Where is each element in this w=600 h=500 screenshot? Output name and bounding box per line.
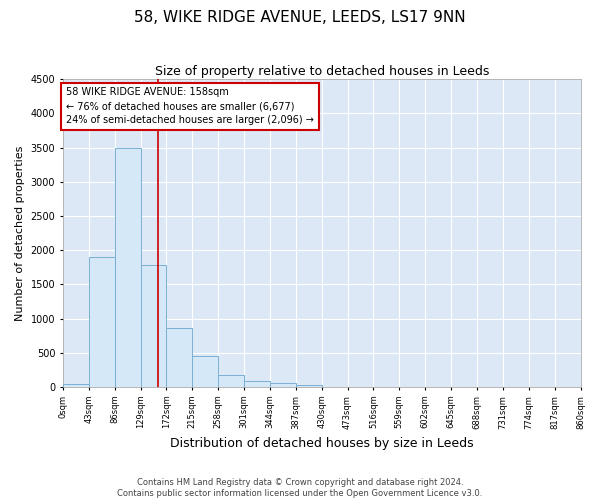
Bar	[140, 266, 166, 387]
Bar	[193, 356, 218, 387]
Bar	[63, 384, 89, 387]
Bar	[89, 257, 115, 387]
Bar	[166, 328, 193, 387]
Y-axis label: Number of detached properties: Number of detached properties	[15, 146, 25, 321]
Bar	[296, 385, 322, 387]
Bar	[270, 384, 296, 387]
Text: 58, WIKE RIDGE AVENUE, LEEDS, LS17 9NN: 58, WIKE RIDGE AVENUE, LEEDS, LS17 9NN	[134, 10, 466, 25]
Bar	[115, 148, 140, 387]
Text: 58 WIKE RIDGE AVENUE: 158sqm
← 76% of detached houses are smaller (6,677)
24% of: 58 WIKE RIDGE AVENUE: 158sqm ← 76% of de…	[66, 88, 314, 126]
X-axis label: Distribution of detached houses by size in Leeds: Distribution of detached houses by size …	[170, 437, 473, 450]
Title: Size of property relative to detached houses in Leeds: Size of property relative to detached ho…	[155, 65, 489, 78]
Text: Contains HM Land Registry data © Crown copyright and database right 2024.
Contai: Contains HM Land Registry data © Crown c…	[118, 478, 482, 498]
Bar	[218, 375, 244, 387]
Bar	[244, 381, 270, 387]
